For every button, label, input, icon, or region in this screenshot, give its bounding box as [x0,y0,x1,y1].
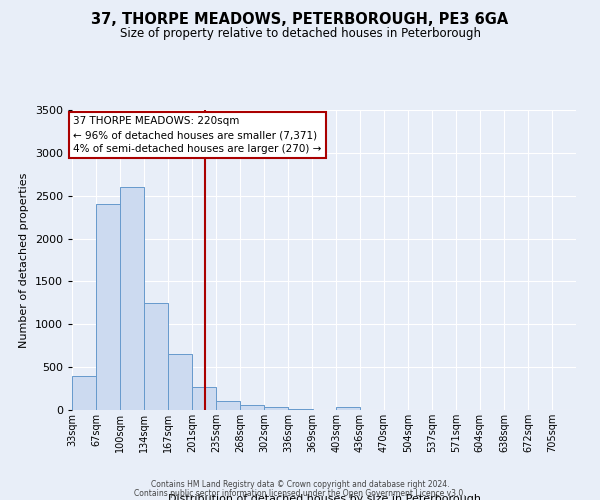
Bar [216,402,241,410]
Bar [96,204,121,410]
Text: 37 THORPE MEADOWS: 220sqm
← 96% of detached houses are smaller (7,371)
4% of sem: 37 THORPE MEADOWS: 220sqm ← 96% of detac… [73,116,322,154]
Bar [167,354,192,410]
Text: 37, THORPE MEADOWS, PETERBOROUGH, PE3 6GA: 37, THORPE MEADOWS, PETERBOROUGH, PE3 6G… [91,12,509,28]
Bar [72,376,96,410]
Y-axis label: Number of detached properties: Number of detached properties [19,172,29,348]
Bar [264,406,289,410]
Bar [120,187,144,410]
Bar [240,405,264,410]
Text: Contains HM Land Registry data © Crown copyright and database right 2024.: Contains HM Land Registry data © Crown c… [151,480,449,489]
Text: Size of property relative to detached houses in Peterborough: Size of property relative to detached ho… [119,28,481,40]
Bar [289,408,313,410]
Bar [192,387,216,410]
Bar [144,303,169,410]
X-axis label: Distribution of detached houses by size in Peterborough: Distribution of detached houses by size … [167,494,481,500]
Bar [336,408,361,410]
Text: Contains public sector information licensed under the Open Government Licence v3: Contains public sector information licen… [134,488,466,498]
